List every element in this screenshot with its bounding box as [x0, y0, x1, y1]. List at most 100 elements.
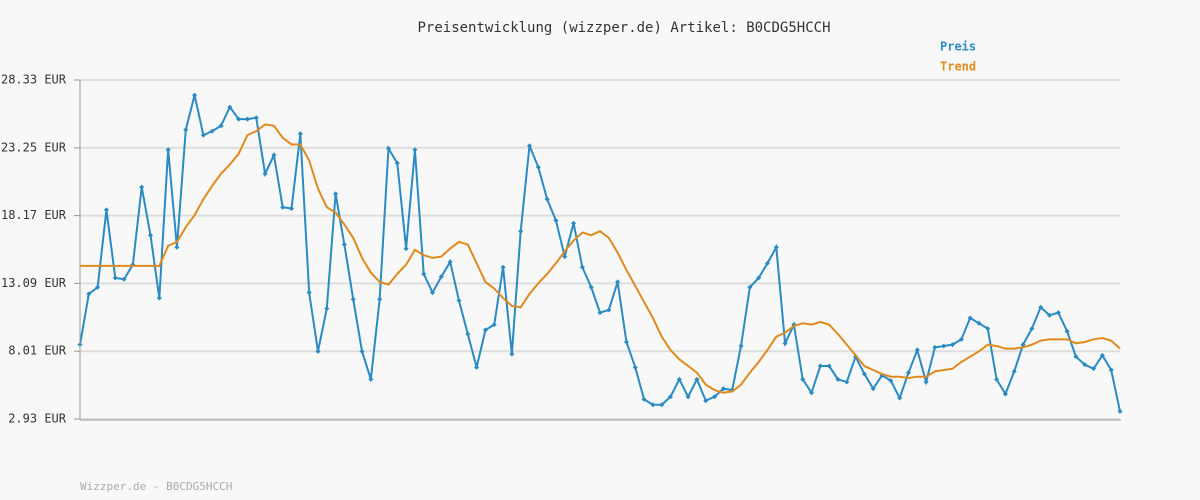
point — [359, 348, 365, 354]
point — [385, 145, 391, 151]
point — [227, 104, 233, 110]
point — [491, 322, 497, 328]
point — [500, 264, 506, 270]
point — [86, 291, 92, 297]
point — [588, 284, 594, 290]
point — [95, 284, 101, 290]
point — [914, 347, 920, 353]
point — [994, 376, 1000, 382]
point — [253, 115, 259, 121]
point — [430, 290, 436, 296]
point — [571, 220, 577, 226]
point — [324, 306, 330, 312]
point — [1064, 328, 1070, 334]
point — [1108, 367, 1114, 373]
point — [703, 398, 709, 404]
point — [306, 290, 312, 296]
point — [950, 342, 956, 348]
legend-entry: Preis — [940, 40, 976, 54]
point — [562, 254, 568, 260]
point — [244, 116, 250, 122]
point — [438, 274, 444, 280]
point — [192, 92, 198, 98]
point — [782, 340, 788, 346]
point — [668, 394, 674, 400]
point — [756, 275, 762, 281]
point — [1038, 304, 1044, 310]
point — [421, 271, 427, 277]
point — [341, 242, 347, 248]
point — [738, 343, 744, 349]
point — [156, 295, 162, 301]
point — [112, 275, 118, 281]
y-tick-label: 23.25 EUR — [1, 140, 67, 154]
series-line — [80, 123, 1121, 394]
point — [368, 376, 374, 382]
point — [200, 132, 206, 138]
point — [676, 376, 682, 382]
point — [773, 244, 779, 250]
point — [333, 191, 339, 197]
point — [1002, 391, 1008, 397]
point — [888, 378, 894, 384]
y-tick-label: 18.17 EUR — [1, 208, 67, 222]
point — [1073, 354, 1079, 360]
point — [967, 315, 973, 321]
point — [685, 394, 691, 400]
point — [1046, 312, 1052, 318]
footer: Wizzper.de - B0CDG5HCCH — [80, 480, 232, 493]
point — [809, 390, 815, 396]
point — [800, 376, 806, 382]
point — [958, 336, 964, 342]
point — [271, 152, 277, 158]
point — [456, 298, 462, 304]
point — [474, 364, 480, 370]
point — [465, 331, 471, 337]
point — [897, 395, 903, 401]
point — [412, 147, 418, 153]
point — [817, 363, 823, 369]
point — [482, 327, 488, 333]
point — [1082, 362, 1088, 368]
point — [641, 396, 647, 402]
point — [826, 363, 832, 369]
point — [1099, 352, 1105, 358]
point — [844, 379, 850, 385]
point — [650, 402, 656, 408]
point — [632, 364, 638, 370]
point — [139, 184, 145, 190]
point — [518, 228, 524, 234]
point — [1091, 366, 1097, 372]
point — [394, 160, 400, 166]
point — [712, 394, 718, 400]
point — [764, 260, 770, 266]
point — [103, 207, 109, 213]
y-tick-label: 2.93 EUR — [8, 412, 67, 426]
point — [976, 320, 982, 326]
chart-title: Preisentwicklung (wizzper.de) Artikel: B… — [417, 20, 830, 36]
grid: 2.93 EUR 8.01 EUR 13.09 EUR 18.17 EUR 23.25 … — [1, 73, 1120, 426]
point — [447, 259, 453, 265]
point — [209, 128, 215, 134]
point — [985, 326, 991, 332]
point — [509, 351, 515, 357]
point — [923, 379, 929, 385]
point — [905, 370, 911, 376]
legend-entry: Trend — [940, 60, 976, 74]
y-tick-label: 13.09 EUR — [1, 276, 67, 290]
point — [297, 131, 303, 137]
point — [1011, 368, 1017, 374]
point — [262, 171, 268, 177]
point — [350, 296, 356, 302]
point — [218, 123, 224, 129]
point — [1117, 408, 1123, 414]
point — [165, 147, 171, 153]
point — [1055, 310, 1061, 316]
point — [932, 344, 938, 350]
point — [941, 343, 947, 349]
point — [315, 348, 321, 354]
point — [861, 371, 867, 377]
point — [659, 402, 665, 408]
point — [720, 386, 726, 392]
